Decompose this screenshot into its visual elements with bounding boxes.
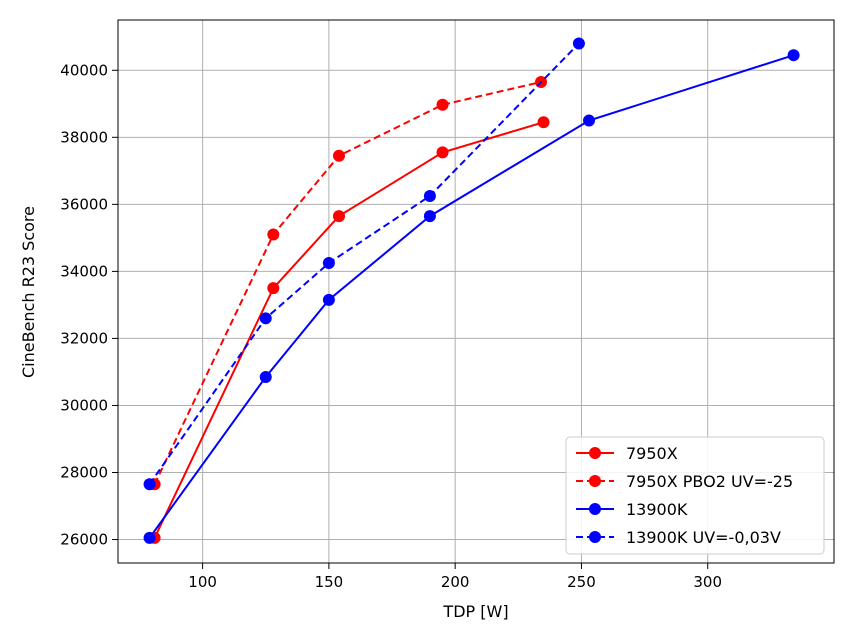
plot-frame	[117, 19, 835, 564]
legend-marker	[589, 531, 601, 543]
legend-label: 13900K	[626, 500, 688, 519]
y-axis-label: CineBench R23 Score	[19, 206, 38, 378]
x-tick-label: 150	[315, 573, 344, 591]
y-tick-label: 28000	[60, 464, 108, 482]
data-point	[436, 98, 449, 111]
data-point	[537, 116, 550, 129]
y-tick-label: 30000	[60, 396, 108, 414]
x-tick-label: 100	[188, 573, 217, 591]
series-3	[143, 37, 585, 491]
data-point	[267, 228, 280, 241]
legend: 7950X 7950X PBO2 UV=-25 13900K 13900K UV=-0…	[565, 436, 825, 555]
data-point	[143, 531, 156, 544]
legend-marker	[589, 447, 601, 459]
data-point	[423, 189, 436, 202]
x-axis-label: TDP [W]	[442, 602, 508, 621]
series-layer	[143, 37, 800, 544]
legend-label: 7950X	[626, 444, 678, 463]
data-point	[322, 257, 335, 270]
y-tick-label: 26000	[60, 531, 108, 549]
data-point	[583, 114, 596, 127]
y-tick-label: 36000	[60, 195, 108, 213]
y-axis: 26000 28000 30000 32000 34000 36000 38000 40000	[60, 61, 118, 549]
data-point	[423, 210, 436, 223]
y-tick-label: 38000	[60, 128, 108, 146]
data-point	[259, 312, 272, 325]
x-tick-label: 200	[441, 573, 470, 591]
y-tick-label: 32000	[60, 329, 108, 347]
series-2	[143, 49, 800, 544]
data-point	[436, 146, 449, 159]
data-point	[259, 370, 272, 383]
x-tick-label: 300	[693, 573, 722, 591]
y-tick-label: 34000	[60, 262, 108, 280]
data-point	[787, 49, 800, 62]
data-point	[143, 478, 156, 491]
legend-label: 13900K UV=-0,03V	[626, 528, 781, 547]
y-tick-label: 40000	[60, 61, 108, 79]
data-point	[332, 210, 345, 223]
data-point	[332, 149, 345, 162]
legend-marker	[589, 475, 601, 487]
data-point	[267, 282, 280, 295]
legend-marker	[589, 503, 601, 515]
data-point	[322, 293, 335, 306]
series-line	[148, 54, 794, 539]
grid	[118, 20, 834, 563]
legend-label: 7950X PBO2 UV=-25	[626, 472, 793, 491]
legend-box	[565, 436, 825, 555]
data-point	[572, 37, 585, 50]
x-tick-label: 250	[567, 573, 596, 591]
x-axis: 100 150 200 250 300	[188, 563, 722, 591]
